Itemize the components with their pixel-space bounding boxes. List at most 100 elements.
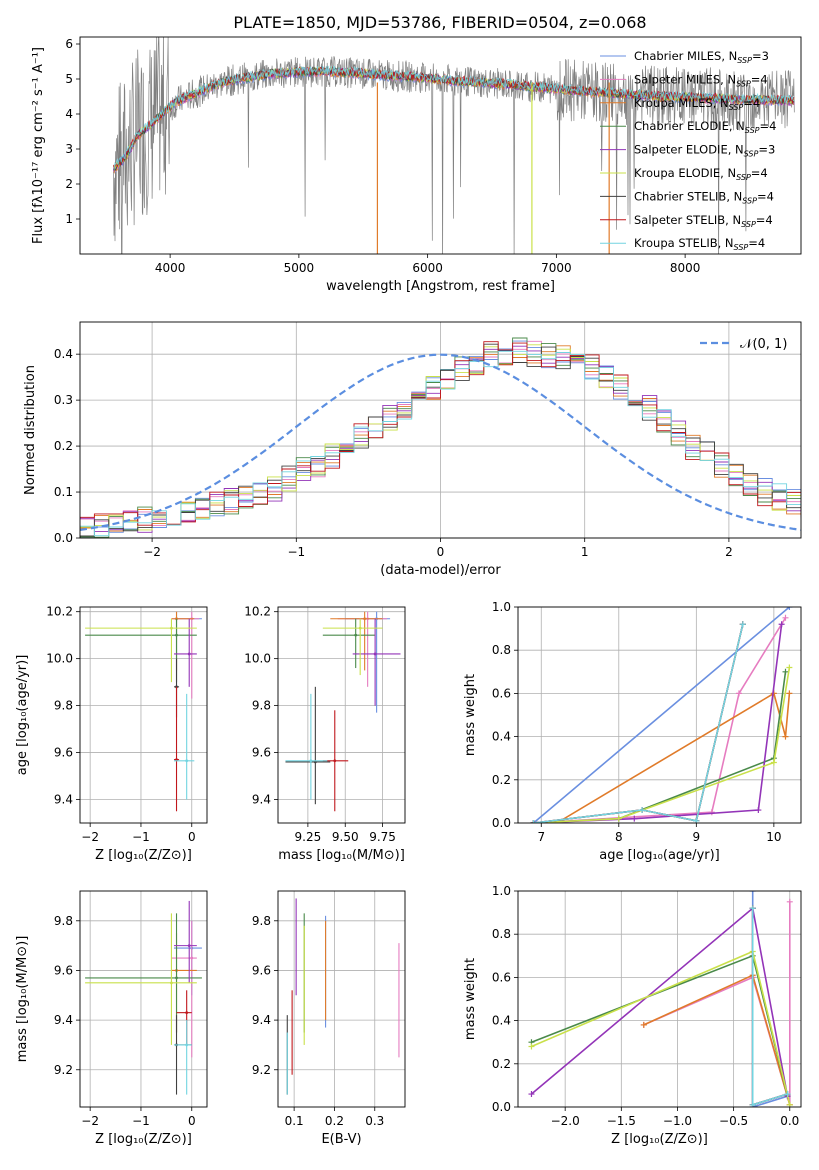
- y-tick-label: 0.0: [54, 531, 73, 545]
- legend-label-value: =4: [743, 96, 760, 110]
- y-axis-label: Flux [fλ10⁻¹⁷ erg cm⁻² s⁻¹ A⁻¹]: [31, 47, 46, 244]
- data-point: [175, 976, 178, 980]
- mass-vs-Z-plot-area: [85, 900, 202, 1095]
- mass-weight-marker: [784, 1091, 791, 1098]
- x-tick-label: 0.2: [325, 1114, 344, 1128]
- mass-weight-line-4: [533, 624, 783, 823]
- y-tick-label: 9.4: [252, 793, 271, 807]
- spectrum-legend: Chabrier MILES, NSSP=3 Salpeter MILES, NS…: [600, 49, 776, 252]
- data-point: [175, 633, 178, 637]
- mass-weight-marker: [749, 891, 756, 894]
- y-tick-label: 0.2: [492, 773, 511, 787]
- y-tick-label: 0.4: [492, 1014, 511, 1028]
- legend-label-value: =4: [757, 189, 774, 203]
- age-vs-mass-panel: 9.25 9.50 9.75 9.4 9.6 9.8 10.0 10.2 mass [log₁₀…: [244, 605, 406, 863]
- x-tick-label: 6000: [412, 261, 443, 275]
- x-axis-label: wavelength [Angstrom, rest frame]: [326, 279, 555, 294]
- axes-frame: [79, 36, 802, 255]
- legend-label: Chabrier ELODIE, NSSP=4: [634, 119, 776, 135]
- legend-label-subscript: SSP: [744, 150, 759, 159]
- histogram-series-8: [80, 350, 801, 537]
- legend-label: Kroupa STELIB, NSSP=4: [634, 236, 765, 252]
- legend-label-value: =4: [760, 119, 777, 133]
- legend-label: Salpeter ELODIE, NSSP=3: [634, 143, 775, 159]
- legend-label: Salpeter STELIB, NSSP=4: [634, 213, 773, 229]
- legend-label-subscript: SSP: [745, 126, 760, 135]
- histogram-series-5: [80, 344, 801, 531]
- histogram-series-7: [80, 341, 801, 526]
- data-point: [333, 759, 337, 763]
- legend-label-value: =4: [751, 72, 768, 86]
- mass-vs-ebv-panel: 0.1 0.2 0.3 9.2 9.4 9.6 9.8 E(B-V): [252, 890, 406, 1147]
- data-point: [187, 944, 191, 948]
- mass-weight-line-2: [556, 692, 791, 823]
- x-axis-label: Z [log₁₀(Z/Z⊙)]: [611, 1132, 708, 1147]
- spectrum-panel: 4000 5000 6000 7000 8000 1 2 3 4 5 6 wavelength [An…: [31, 36, 802, 294]
- data-point: [309, 759, 313, 763]
- y-tick-label: 4: [65, 107, 73, 121]
- y-tick-label: 9.8: [54, 914, 73, 928]
- mass-weight-line-7: [533, 624, 744, 823]
- x-tick-label: 8000: [670, 261, 701, 275]
- y-tick-label: 9.2: [252, 1063, 271, 1077]
- spectrum-plot-area: [113, 37, 795, 254]
- data-point: [185, 1043, 189, 1047]
- legend-label: Kroupa ELODIE, NSSP=4: [634, 166, 768, 182]
- mass-weight-line-5: [531, 950, 791, 1105]
- x-tick-label: 5000: [284, 261, 315, 275]
- x-tick-label: 0: [188, 1114, 196, 1128]
- axes-frame: [79, 890, 208, 1108]
- x-tick-label: 9.25: [295, 830, 322, 844]
- mass-weight-marker: [778, 621, 785, 628]
- mass-weight-marker: [631, 815, 638, 822]
- x-tick-label: 2: [725, 545, 733, 559]
- legend-label-subscript: SSP: [741, 220, 756, 229]
- y-tick-label: 1: [65, 212, 73, 226]
- x-tick-label: 9.50: [332, 830, 359, 844]
- data-point: [170, 981, 173, 985]
- y-tick-label: 9.8: [252, 914, 271, 928]
- mass-weight-line-1: [533, 617, 787, 823]
- mass-weight-marker: [739, 621, 746, 628]
- mass-weight-marker: [528, 1043, 535, 1050]
- axes-frame: [277, 890, 406, 1108]
- mass-weight-line-8: [533, 624, 744, 823]
- y-tick-label: 0.4: [492, 730, 511, 744]
- legend-label-subscript: SSP: [737, 56, 752, 65]
- x-tick-label: −1.5: [607, 1114, 636, 1128]
- y-tick-label: 6: [65, 37, 73, 51]
- data-point: [363, 617, 367, 621]
- y-tick-label: 9.6: [252, 963, 271, 977]
- data-point: [190, 956, 194, 960]
- mass-weight-marker: [640, 1021, 647, 1028]
- normal-reference-curve: [80, 353, 801, 531]
- model-spectrum-7: [113, 66, 795, 170]
- mass-weight-marker: [708, 809, 715, 816]
- y-tick-label: 0.2: [492, 1057, 511, 1071]
- legend-label-subscript: SSP: [736, 173, 751, 182]
- mass-weight-marker: [782, 614, 789, 621]
- mass-weight-marker: [786, 607, 793, 610]
- axes-frame: [277, 606, 406, 824]
- x-tick-label: 7000: [541, 261, 572, 275]
- x-axis-label: age [log₁₀(age/yr)]: [599, 848, 720, 863]
- x-tick-label: 4000: [155, 261, 186, 275]
- data-point: [358, 626, 362, 630]
- x-axis-label: Z [log₁₀(Z/Z⊙)]: [95, 848, 192, 863]
- legend-label-value: =3: [752, 49, 769, 63]
- observed-spectrum: [113, 37, 795, 254]
- x-tick-label: 0.1: [285, 1114, 304, 1128]
- mass-weight-marker: [786, 898, 793, 905]
- legend-label: Chabrier STELIB, NSSP=4: [634, 189, 774, 205]
- y-tick-label: 0.3: [54, 393, 73, 407]
- legend-label: Salpeter MILES, NSSP=4: [634, 72, 768, 88]
- x-tick-label: 0.0: [780, 1114, 799, 1128]
- legend-label-subscript: SSP: [734, 243, 749, 252]
- y-tick-label: 2: [65, 177, 73, 191]
- x-tick-label: −2: [81, 830, 99, 844]
- x-tick-label: 1: [581, 545, 589, 559]
- mass-weight-line-0: [532, 607, 790, 823]
- y-tick-label: 0.8: [492, 927, 511, 941]
- histogram-series-3: [80, 337, 801, 538]
- x-tick-label: 9.75: [369, 830, 396, 844]
